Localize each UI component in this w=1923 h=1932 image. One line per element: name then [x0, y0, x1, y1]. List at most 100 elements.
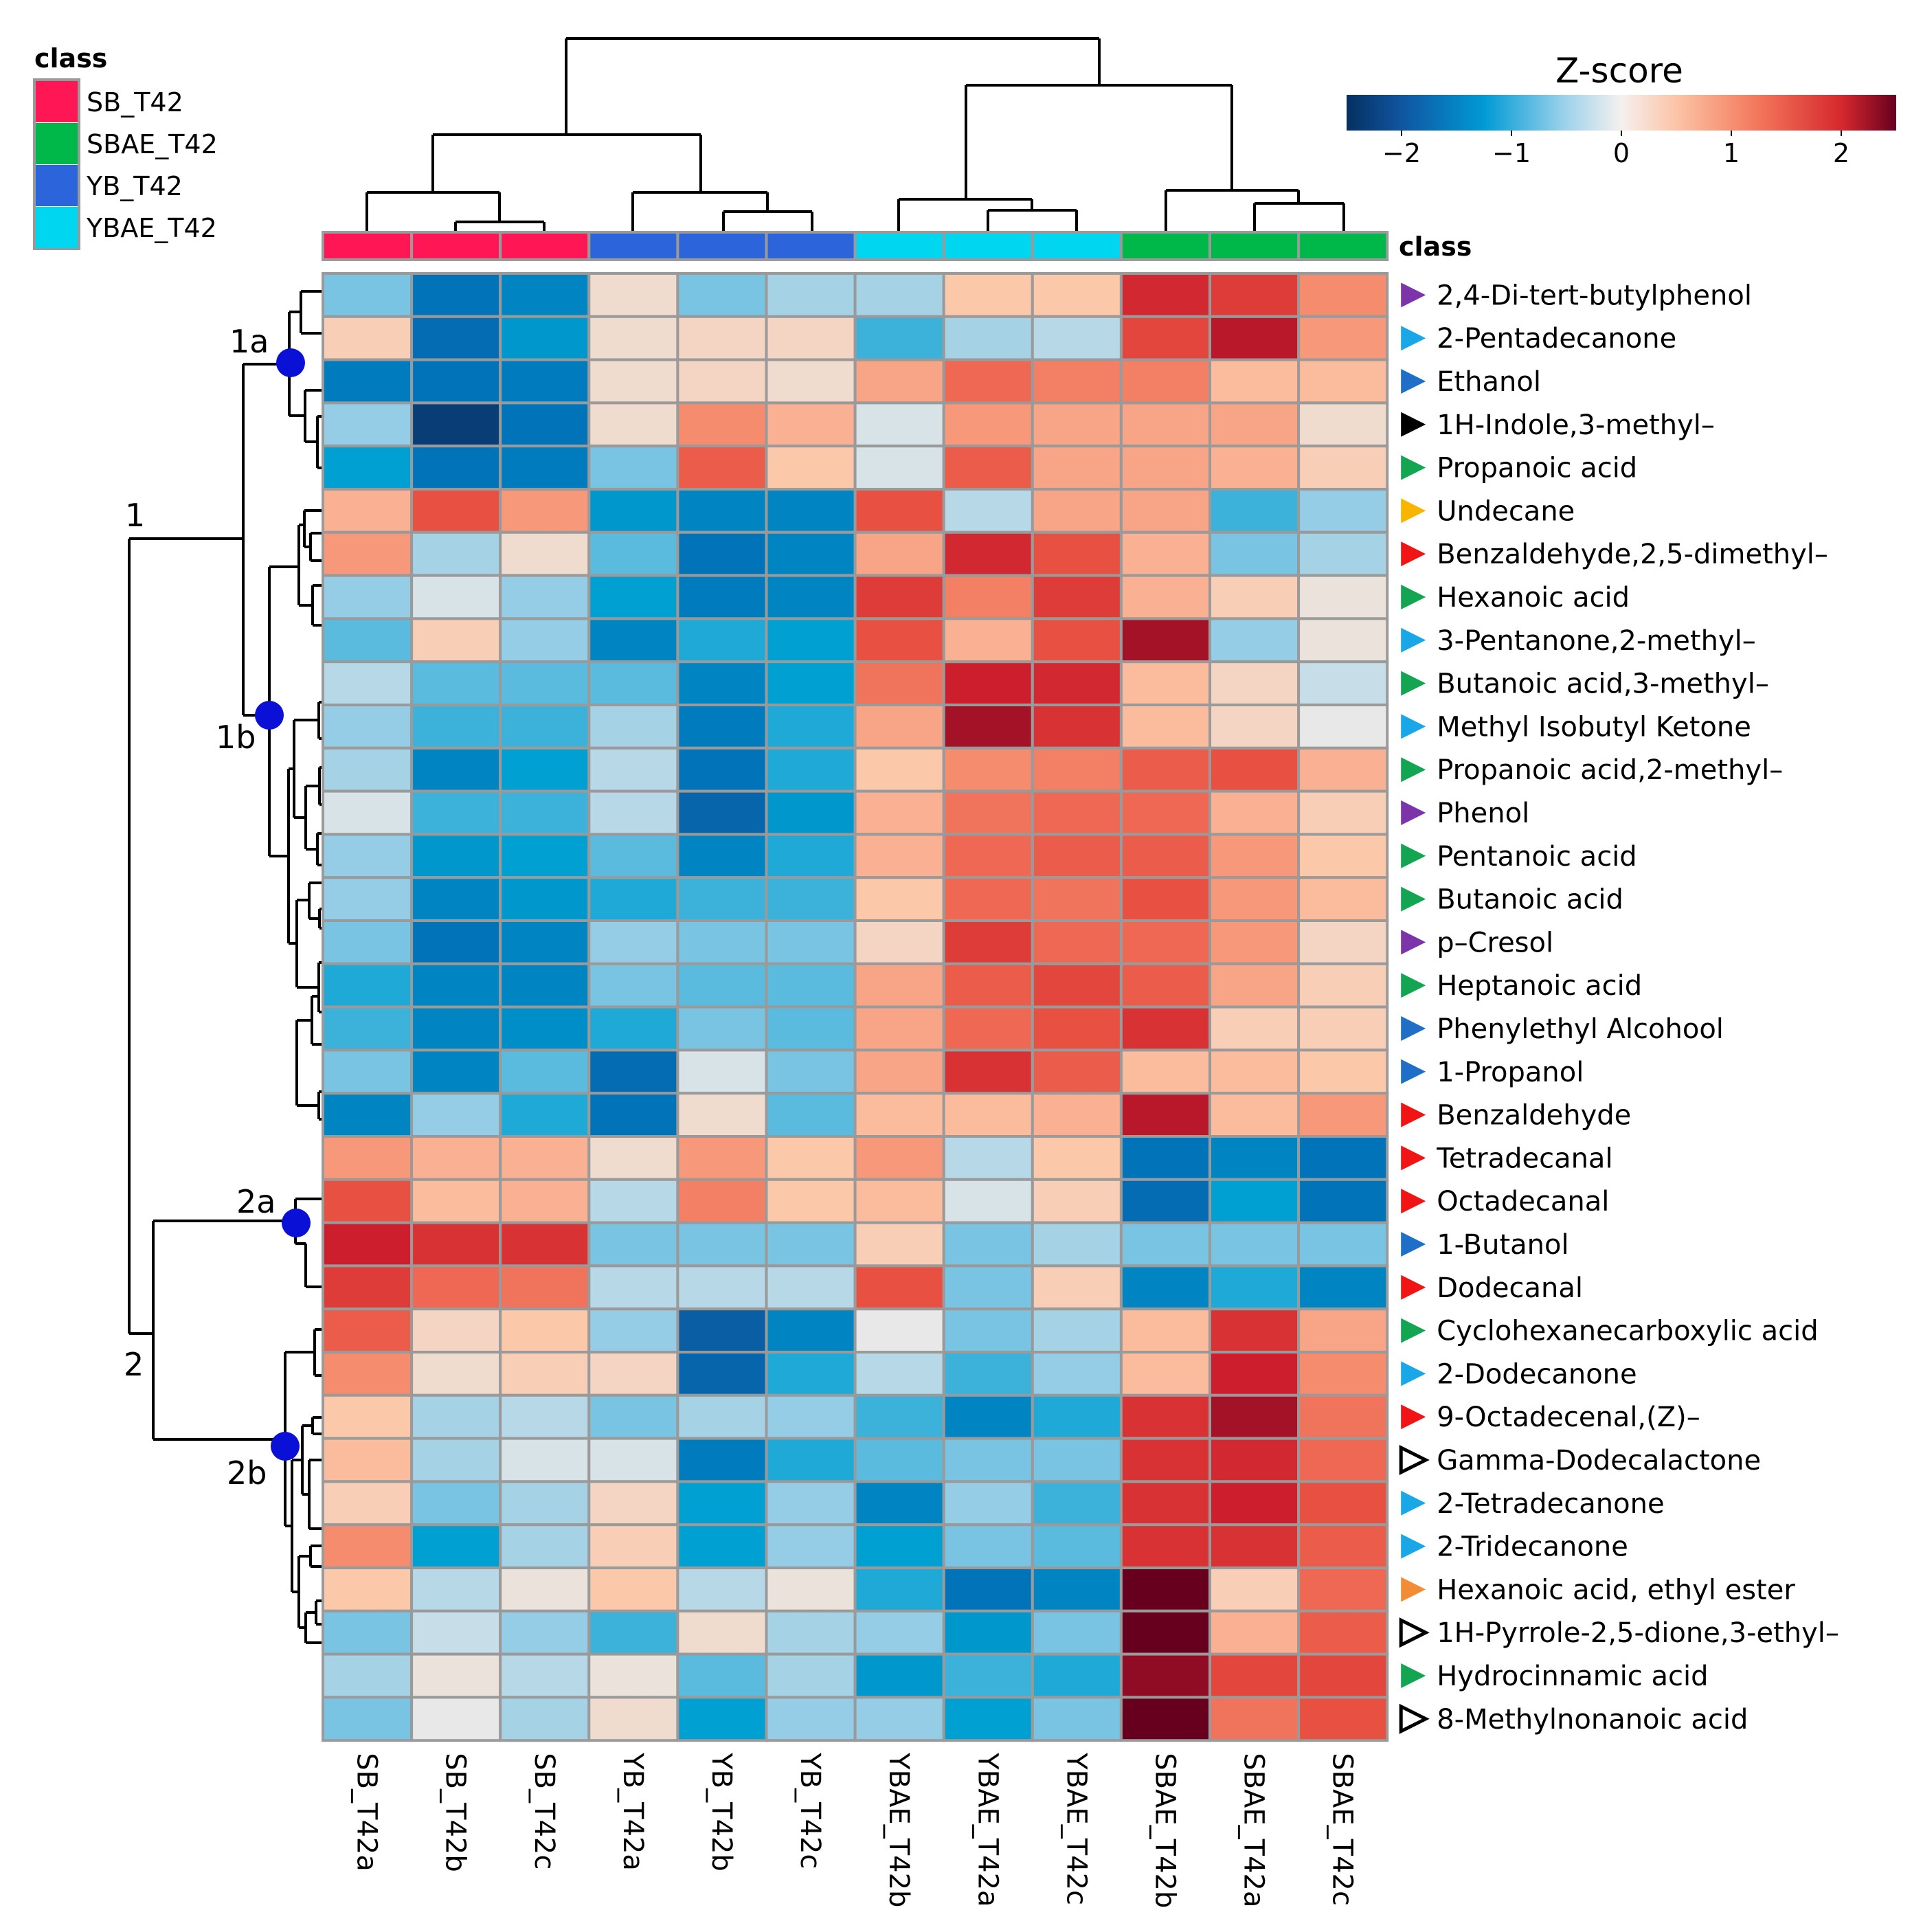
- heatmap-cell: [587, 1135, 679, 1181]
- heatmap-cell: [853, 962, 945, 1009]
- row-marker-icon: [1399, 1703, 1430, 1734]
- heatmap-cell: [587, 1480, 679, 1527]
- heatmap-cell: [942, 1048, 1034, 1095]
- row-marker-icon: [1401, 1232, 1426, 1257]
- row-marker-icon: [1401, 671, 1426, 696]
- heatmap-cell: [676, 660, 768, 707]
- heatmap-cell: [1208, 962, 1301, 1009]
- row-marker-icon: [1401, 455, 1426, 480]
- heatmap-cell: [499, 833, 591, 879]
- colorbar-title: Z-score: [1555, 51, 1683, 91]
- heatmap-cell: [1297, 445, 1389, 491]
- heatmap-cell: [1297, 358, 1389, 405]
- heatmap-cell: [499, 660, 591, 707]
- heatmap-cell: [499, 401, 591, 448]
- cluster-label-1a: 1a: [229, 323, 269, 360]
- heatmap-cell: [853, 1307, 945, 1353]
- heatmap-cell: [587, 1609, 679, 1656]
- heatmap-cell: [410, 617, 502, 664]
- heatmap-cell: [322, 1652, 414, 1699]
- heatmap-cell: [1031, 1178, 1123, 1224]
- heatmap-cell: [765, 315, 857, 361]
- heatmap-cell: [853, 401, 945, 448]
- row-marker-icon: [1399, 1617, 1430, 1648]
- row-marker-icon: [1401, 886, 1426, 912]
- heatmap-cell: [676, 789, 768, 836]
- heatmap-cell: [1297, 1566, 1389, 1613]
- heatmap-cell: [1119, 530, 1212, 577]
- heatmap-cell: [1031, 315, 1123, 361]
- row-marker-icon: [1401, 800, 1426, 825]
- heatmap-cell: [1208, 1566, 1301, 1613]
- heatmap-cell: [587, 1566, 679, 1613]
- heatmap-cell: [942, 962, 1034, 1009]
- class-bar-cell-sbae-t42b: [1119, 231, 1212, 261]
- heatmap-cell: [1208, 919, 1301, 965]
- heatmap-cell: [499, 1005, 591, 1052]
- heatmap-cell: [499, 919, 591, 965]
- heatmap-cell: [322, 617, 414, 664]
- heatmap-cell: [410, 1652, 502, 1699]
- heatmap-cell: [1297, 488, 1389, 534]
- heatmap-cell: [1208, 530, 1301, 577]
- row-label-2-4-di-tert-butylphenol: 2,4-Di-tert-butylphenol: [1437, 280, 1752, 311]
- heatmap-cell: [1297, 1609, 1389, 1656]
- class-bar-cell-yb-t42a: [587, 231, 679, 261]
- heatmap-cell: [1297, 1264, 1389, 1311]
- heatmap-cell: [676, 1264, 768, 1311]
- row-label-1-propanol: 1-Propanol: [1437, 1057, 1584, 1088]
- heatmap-cell: [942, 1005, 1034, 1052]
- heatmap-cell: [676, 1351, 768, 1397]
- heatmap-cell: [942, 1351, 1034, 1397]
- heatmap-cell: [587, 272, 679, 318]
- heatmap-cell: [499, 272, 591, 318]
- column-label-ybae-t42c: YBAE_T42c: [1060, 1752, 1092, 1905]
- heatmap-cell: [1208, 704, 1301, 750]
- heatmap-cell: [1208, 574, 1301, 620]
- row-label-2-tridecanone: 2-Tridecanone: [1437, 1531, 1628, 1563]
- row-label-octadecanal: Octadecanal: [1437, 1186, 1609, 1217]
- heatmap-cell: [322, 746, 414, 793]
- heatmap-cell: [1119, 358, 1212, 405]
- column-label-yb-t42a: YB_T42a: [617, 1752, 649, 1871]
- heatmap-cell: [765, 1178, 857, 1224]
- heatmap-cell: [587, 1005, 679, 1052]
- row-marker-icon: [1401, 1274, 1426, 1300]
- heatmap-cell: [853, 746, 945, 793]
- heatmap-cell: [410, 1048, 502, 1095]
- heatmap-cell: [676, 574, 768, 620]
- heatmap-cell: [322, 1523, 414, 1569]
- heatmap-cell: [322, 789, 414, 836]
- heatmap-cell: [676, 1566, 768, 1613]
- row-marker-icon: [1401, 627, 1426, 653]
- heatmap-cell: [587, 1221, 679, 1268]
- heatmap-cell: [322, 272, 414, 318]
- heatmap-cell: [1031, 1264, 1123, 1311]
- heatmap-cell: [942, 704, 1034, 750]
- heatmap-cell: [765, 919, 857, 965]
- heatmap-cell: [1031, 704, 1123, 750]
- heatmap-cell: [1119, 746, 1212, 793]
- heatmap-cell: [853, 1652, 945, 1699]
- heatmap-cell: [1297, 530, 1389, 577]
- legend-swatch-ybae: [36, 207, 78, 248]
- heatmap-cell: [676, 1393, 768, 1440]
- class-bar-cell-sbae-t42c: [1297, 231, 1389, 261]
- heatmap-cell: [853, 1437, 945, 1483]
- heatmap-cell: [676, 1609, 768, 1656]
- heatmap-cell: [765, 445, 857, 491]
- heatmap-cell: [942, 445, 1034, 491]
- heatmap-cell: [1119, 1351, 1212, 1397]
- heatmap-cell: [676, 919, 768, 965]
- heatmap-cell: [1297, 1393, 1389, 1440]
- heatmap-cell: [853, 1696, 945, 1742]
- heatmap-cell: [676, 962, 768, 1009]
- heatmap-cell: [587, 919, 679, 965]
- heatmap-cell: [942, 1437, 1034, 1483]
- heatmap-cell: [410, 1393, 502, 1440]
- heatmap-cell: [942, 272, 1034, 318]
- heatmap-cell: [1297, 1652, 1389, 1699]
- row-marker-icon: [1401, 1318, 1426, 1343]
- heatmap-cell: [1031, 1437, 1123, 1483]
- heatmap-cell: [1119, 1178, 1212, 1224]
